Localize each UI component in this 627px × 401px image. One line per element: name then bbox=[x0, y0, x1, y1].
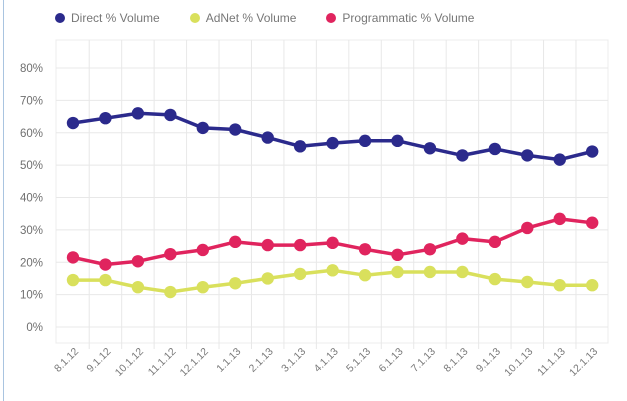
series-adnet-volume bbox=[66, 264, 599, 299]
series-programmatic-volume bbox=[66, 212, 599, 271]
data-point bbox=[358, 269, 372, 282]
data-point bbox=[488, 235, 502, 249]
legend-marker-adnet bbox=[189, 13, 200, 23]
x-tick-label: 12.1.13 bbox=[567, 346, 600, 379]
x-tick-label: 11.1.12 bbox=[146, 346, 179, 379]
data-point bbox=[293, 267, 307, 281]
y-tick-label: 0% bbox=[26, 322, 43, 334]
data-point bbox=[423, 243, 437, 256]
data-point bbox=[521, 221, 534, 235]
series-line bbox=[72, 111, 593, 162]
x-tick-label: 10.1.13 bbox=[502, 346, 535, 379]
plot-frame bbox=[55, 39, 609, 344]
chart-legend: Direct % Volume AdNet % Volume Programma… bbox=[55, 11, 504, 25]
legend-label-programmatic: Programmatic % Volume bbox=[342, 11, 475, 25]
data-point bbox=[229, 235, 242, 249]
x-tick-label: 7.1.13 bbox=[409, 346, 438, 375]
data-point bbox=[521, 149, 534, 162]
x-tick-label: 2.1.13 bbox=[247, 346, 276, 375]
data-point bbox=[99, 273, 112, 287]
data-point bbox=[131, 280, 145, 294]
data-point bbox=[423, 265, 437, 279]
data-point bbox=[66, 273, 80, 287]
data-point bbox=[553, 153, 566, 166]
data-point bbox=[261, 131, 274, 144]
data-point bbox=[164, 247, 177, 261]
y-tick-label: 80% bbox=[20, 63, 43, 75]
x-tick-label: 11.1.13 bbox=[535, 346, 568, 379]
data-point bbox=[164, 285, 177, 299]
y-tick-label: 30% bbox=[20, 225, 43, 237]
data-point bbox=[488, 272, 502, 286]
legend-item-adnet[interactable]: AdNet % Volume bbox=[189, 11, 297, 25]
data-point bbox=[423, 142, 437, 155]
data-point bbox=[229, 123, 242, 136]
data-point bbox=[456, 265, 469, 279]
data-point bbox=[293, 140, 307, 153]
y-tick-label: 60% bbox=[20, 128, 43, 140]
grid bbox=[55, 39, 609, 349]
frame-left-border bbox=[3, 0, 4, 401]
legend-marker-programmatic bbox=[326, 13, 337, 23]
x-tick-label: 9.1.13 bbox=[474, 346, 503, 375]
data-point bbox=[66, 116, 80, 130]
data-point bbox=[553, 279, 566, 292]
y-tick-label: 40% bbox=[20, 193, 43, 205]
data-point bbox=[456, 149, 469, 162]
legend-label-direct: Direct % Volume bbox=[71, 11, 160, 25]
data-point bbox=[326, 264, 339, 277]
data-point bbox=[229, 277, 242, 290]
data-point bbox=[261, 238, 274, 252]
x-tick-label: 1.1.13 bbox=[214, 346, 243, 375]
y-tick-label: 70% bbox=[20, 95, 43, 107]
data-point bbox=[391, 265, 404, 279]
data-point bbox=[99, 258, 112, 271]
data-point bbox=[456, 232, 469, 245]
data-point bbox=[164, 108, 177, 122]
data-point bbox=[326, 236, 339, 250]
x-tick-label: 3.1.13 bbox=[279, 346, 308, 375]
x-tick-label: 8.1.13 bbox=[441, 346, 470, 375]
x-axis-ticks: 8.1.12 9.1.12 10.1.12 11.1.12 12.1.12 1.1.13 2… bbox=[52, 346, 600, 379]
legend-marker-direct bbox=[55, 13, 65, 23]
data-point bbox=[586, 145, 599, 158]
data-point bbox=[521, 275, 534, 289]
legend-item-direct[interactable]: Direct % Volume bbox=[55, 11, 160, 25]
data-point bbox=[488, 142, 502, 156]
x-tick-label: 9.1.12 bbox=[84, 346, 113, 375]
data-point bbox=[391, 134, 404, 148]
data-point bbox=[326, 136, 339, 150]
data-point bbox=[358, 243, 372, 256]
series-direct-volume bbox=[66, 107, 599, 166]
series-group bbox=[66, 107, 599, 299]
y-tick-label: 10% bbox=[20, 290, 43, 302]
data-point bbox=[261, 272, 274, 285]
data-point bbox=[196, 280, 209, 294]
data-point bbox=[99, 111, 112, 125]
y-tick-label: 20% bbox=[20, 257, 43, 269]
legend-item-programmatic[interactable]: Programmatic % Volume bbox=[326, 11, 474, 25]
x-tick-label: 6.1.13 bbox=[376, 346, 405, 375]
data-point bbox=[196, 121, 209, 135]
data-point bbox=[66, 251, 80, 264]
data-point bbox=[553, 212, 566, 226]
data-point bbox=[131, 107, 145, 120]
y-axis-ticks: 0% 10% 20% 30% 40% 50% 60% 70% 80% bbox=[20, 63, 43, 334]
x-tick-label: 10.1.12 bbox=[113, 346, 146, 379]
x-tick-label: 5.1.13 bbox=[344, 346, 373, 375]
data-point bbox=[586, 279, 599, 292]
x-tick-label: 12.1.12 bbox=[178, 346, 211, 379]
data-point bbox=[196, 243, 209, 257]
x-tick-label: 8.1.12 bbox=[52, 346, 81, 375]
x-tick-label: 4.1.13 bbox=[312, 346, 341, 375]
data-point bbox=[391, 248, 404, 262]
data-point bbox=[131, 255, 145, 268]
data-point bbox=[586, 216, 599, 229]
data-point bbox=[358, 134, 372, 148]
y-tick-label: 50% bbox=[20, 160, 43, 172]
data-point bbox=[293, 238, 307, 252]
legend-label-adnet: AdNet % Volume bbox=[205, 11, 297, 25]
